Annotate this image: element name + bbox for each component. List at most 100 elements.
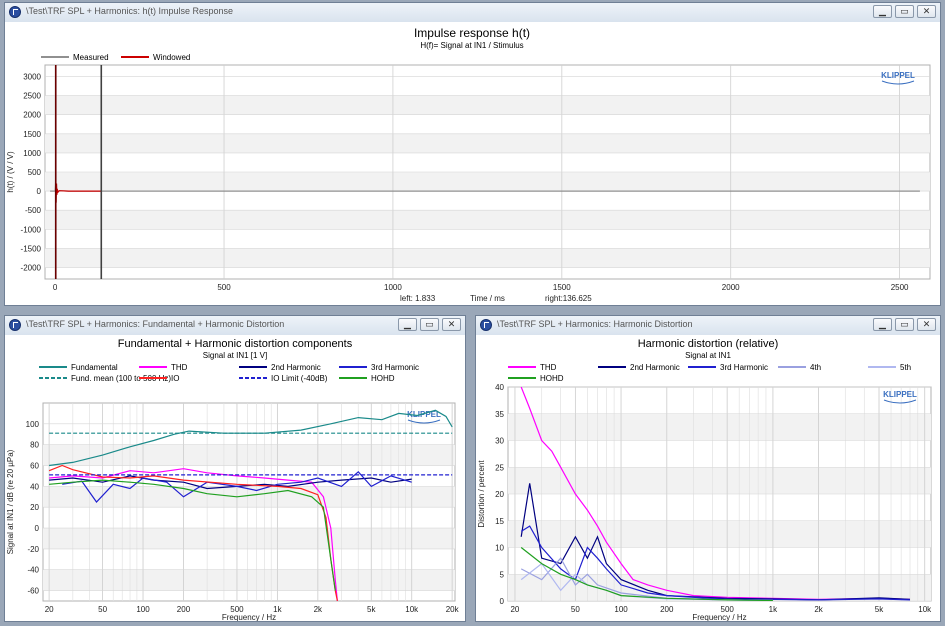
harmonic-distortion-window[interactable]: \Test\TRF SPL + Harmonics: Harmonic Dist…: [475, 315, 941, 622]
klippel-logo: KLIPPEL: [881, 71, 915, 80]
impulse-response-chart[interactable]: 0 500 1000 1500 2000 2500 -2000 -1500 -1000 -500 0…: [5, 22, 940, 305]
x-tick-label: 20: [510, 605, 519, 614]
app-icon: [9, 6, 21, 18]
klippel-logo: KLIPPEL: [883, 390, 917, 399]
y-tick-label: -40: [27, 566, 39, 575]
y-tick-label: 60: [30, 462, 39, 471]
minimize-button[interactable]: ▁: [873, 318, 892, 331]
x-tick-label: 5k: [367, 605, 376, 614]
minimize-button[interactable]: ▁: [398, 318, 417, 331]
grid-band: [45, 210, 930, 230]
x-tick-label: 2000: [722, 283, 740, 292]
klippel-logo-swoosh: [883, 399, 917, 404]
x-tick-label: 500: [721, 605, 735, 614]
x-tick-label: 5k: [875, 605, 884, 614]
y-tick-label: 3000: [23, 72, 41, 81]
maximize-button[interactable]: ▭: [895, 318, 914, 331]
y-tick-label: -1500: [21, 244, 42, 253]
legend-label-io: IO: [171, 374, 179, 383]
y-tick-label: 40: [495, 383, 504, 392]
components-titlebar[interactable]: \Test\TRF SPL + Harmonics: Fundamental +…: [5, 316, 465, 336]
window-title: \Test\TRF SPL + Harmonics: h(t) Impulse …: [26, 6, 233, 16]
y-tick-label: -20: [27, 545, 39, 554]
grid-band: [43, 528, 455, 549]
x-axis-label: Frequency / Hz: [692, 613, 746, 621]
y-tick-label: -60: [27, 587, 39, 596]
minimize-button[interactable]: ▁: [873, 5, 892, 18]
legend-label-2nd-harmonic: 2nd Harmonic: [630, 363, 680, 372]
y-tick-label: -500: [25, 206, 42, 215]
y-tick-label: 80: [30, 441, 39, 450]
legend-label-windowed: Windowed: [153, 53, 190, 62]
chart-subtitle: H(f)= Signal at IN1 / Stimulus: [420, 41, 523, 50]
x-tick-label: 50: [571, 605, 580, 614]
grid-band: [508, 413, 931, 441]
x-tick-label: 1k: [273, 605, 282, 614]
legend-label-fund-mean-100-to-500-hz: Fund. mean (100 to 500 Hz): [71, 374, 171, 383]
close-button[interactable]: ✕: [442, 318, 461, 331]
series-line-hohd: [49, 479, 336, 591]
harmonic-titlebar[interactable]: \Test\TRF SPL + Harmonics: Harmonic Dist…: [476, 316, 940, 336]
x-tick-label: 0: [53, 283, 58, 292]
chart-subtitle: Signal at IN1 [1 V]: [203, 351, 267, 360]
legend-label-hohd: HOHD: [371, 374, 395, 383]
left-cursor-readout: left: 1.833: [400, 294, 436, 303]
x-tick-label: 10k: [918, 605, 932, 614]
grid-band: [508, 467, 931, 494]
x-tick-label: 1500: [553, 283, 571, 292]
legend-label-hohd: HOHD: [540, 374, 564, 383]
close-button[interactable]: ✕: [917, 318, 936, 331]
close-button[interactable]: ✕: [917, 5, 936, 18]
grid-band: [45, 248, 930, 268]
impulse-window[interactable]: \Test\TRF SPL + Harmonics: h(t) Impulse …: [4, 2, 941, 306]
legend-label-fundamental: Fundamental: [71, 363, 118, 372]
app-icon: [480, 319, 492, 331]
x-tick-label: 20k: [446, 605, 460, 614]
grid-band: [43, 486, 455, 508]
y-axis-label: Distortion / percent: [477, 460, 486, 528]
y-tick-label: 0: [37, 187, 42, 196]
impulse-titlebar[interactable]: \Test\TRF SPL + Harmonics: h(t) Impulse …: [5, 3, 940, 23]
maximize-button[interactable]: ▭: [420, 318, 439, 331]
series-line-3rd-harmonic: [62, 470, 412, 503]
legend-label-thd: THD: [171, 363, 188, 372]
series-line-3rd-harmonic: [520, 525, 911, 601]
legend-label-4th: 4th: [810, 363, 821, 372]
x-tick-label: 100: [136, 605, 150, 614]
legend-label-3rd-harmonic: 3rd Harmonic: [720, 363, 768, 372]
distortion-components-chart[interactable]: 20 50 100 200 500 1k 2k 5k 10k 20k -60 -40 -20 0 20 40 6…: [5, 335, 465, 622]
y-tick-label: 2000: [23, 111, 41, 120]
distortion-components-window[interactable]: \Test\TRF SPL + Harmonics: Fundamental +…: [4, 315, 466, 622]
y-axis-label: Signal at IN1 / dB (re 20 µPa): [6, 449, 15, 554]
klippel-logo-swoosh: [407, 419, 441, 424]
x-axis-label: Frequency / Hz: [222, 613, 276, 621]
x-axis-label: Time / ms: [470, 294, 505, 303]
y-tick-label: 20: [30, 503, 39, 512]
y-axis-label: h(t) / (V / V): [6, 151, 15, 193]
y-tick-label: 10: [495, 544, 504, 553]
y-tick-label: 0: [500, 597, 505, 606]
series-line-fundamental: [49, 409, 453, 467]
legend-label-2nd-harmonic: 2nd Harmonic: [271, 363, 321, 372]
y-tick-label: 1500: [23, 130, 41, 139]
y-tick-label: 40: [30, 482, 39, 491]
series-line-thd: [49, 468, 338, 601]
y-tick-label: 100: [26, 420, 40, 429]
grid-band: [43, 569, 455, 591]
grid-band: [43, 444, 455, 466]
x-tick-label: 500: [230, 605, 244, 614]
harmonic-distortion-chart[interactable]: 20 50 100 200 500 1k 2k 5k 10k 0 5 10 15 20 25 30 35 40 Ha…: [476, 335, 940, 622]
series-line-hohd: [520, 547, 773, 601]
y-tick-label: 15: [495, 517, 504, 526]
x-tick-label: 2k: [814, 605, 823, 614]
x-tick-label: 1k: [769, 605, 778, 614]
y-tick-label: 5: [500, 570, 505, 579]
maximize-button[interactable]: ▭: [895, 5, 914, 18]
legend-label-thd: THD: [540, 363, 557, 372]
grid-band: [45, 172, 930, 192]
x-tick-label: 1000: [384, 283, 402, 292]
y-tick-label: 500: [28, 168, 42, 177]
x-tick-label: 2k: [314, 605, 323, 614]
x-tick-label: 10k: [405, 605, 419, 614]
y-tick-label: 1000: [23, 149, 41, 158]
